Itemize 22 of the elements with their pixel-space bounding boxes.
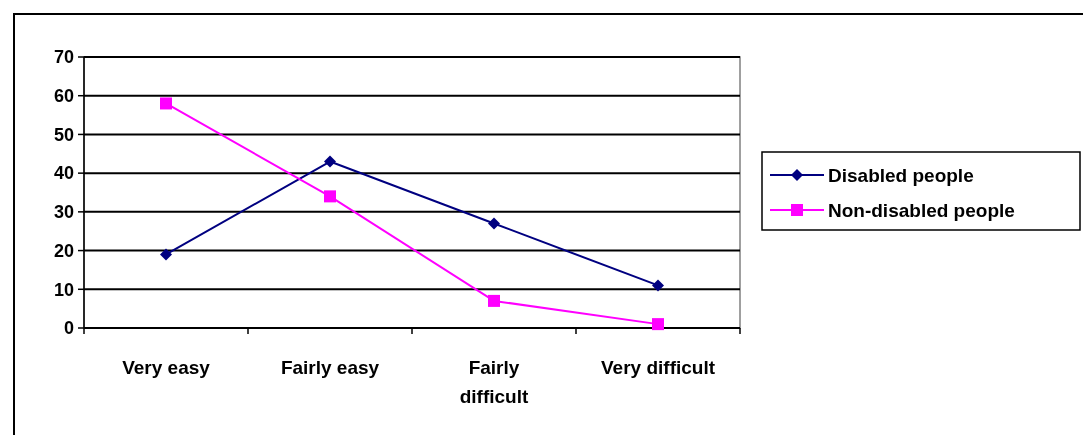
y-tick-label: 50 <box>53 124 74 145</box>
x-tick-label: Fairly difficult <box>459 357 529 407</box>
point <box>488 294 500 307</box>
legend-label: Disabled people <box>828 164 974 186</box>
point <box>324 190 336 203</box>
y-tick-label: 10 <box>53 279 74 300</box>
x-tick-label: Very easy <box>122 357 211 378</box>
y-tick-label: 70 <box>53 47 74 68</box>
x-tick-label: Fairly easy <box>280 357 380 378</box>
point <box>160 248 172 261</box>
point <box>652 318 664 331</box>
point <box>160 97 172 110</box>
y-tick-label: 30 <box>53 202 74 223</box>
y-tick-label: 40 <box>53 163 74 184</box>
y-tick-label: 60 <box>53 86 74 107</box>
y-tick-label: 20 <box>53 240 74 261</box>
legend-label: Non-disabled people <box>828 199 1015 221</box>
y-tick-label: 0 <box>63 318 74 339</box>
x-tick-label: Very difficult <box>600 357 716 378</box>
point <box>652 279 664 292</box>
point <box>488 217 500 230</box>
point <box>324 155 336 168</box>
